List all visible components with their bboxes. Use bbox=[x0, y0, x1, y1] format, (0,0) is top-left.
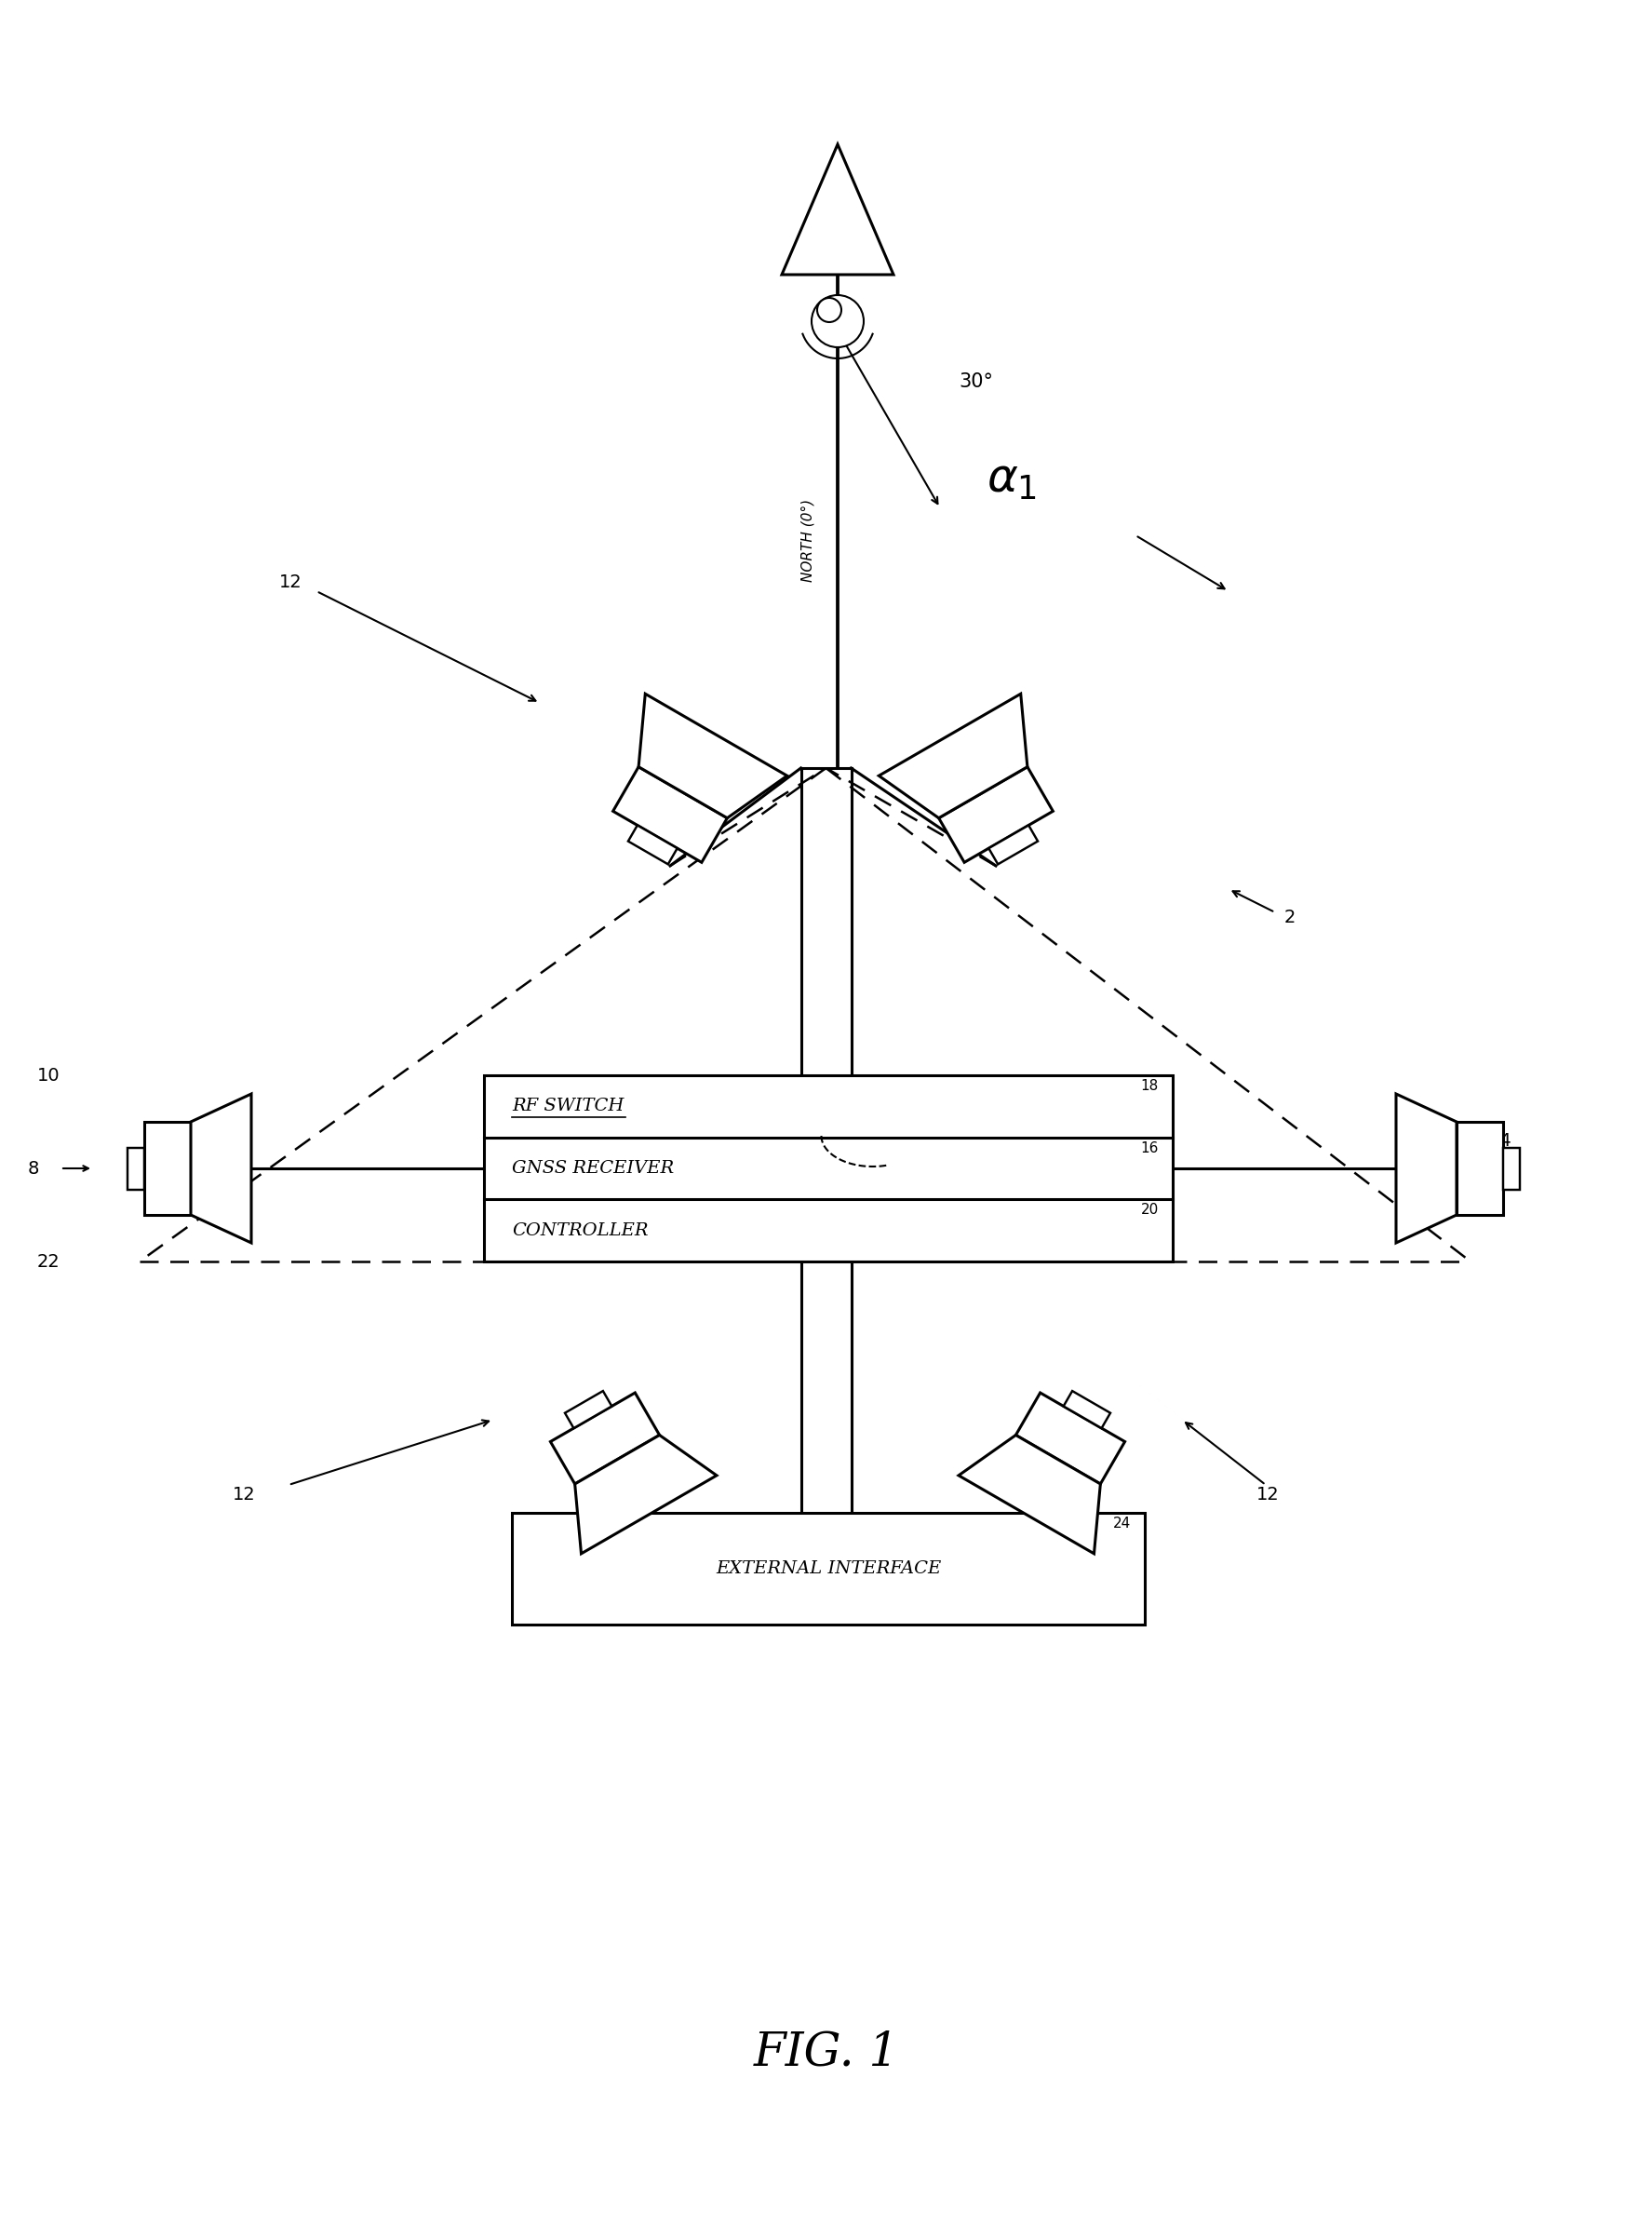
Text: GNSS RECEIVER: GNSS RECEIVER bbox=[512, 1160, 674, 1178]
Polygon shape bbox=[958, 1435, 1100, 1554]
Polygon shape bbox=[879, 694, 1028, 817]
Circle shape bbox=[818, 298, 841, 322]
Text: 14: 14 bbox=[1488, 1131, 1512, 1149]
Text: 22: 22 bbox=[38, 1252, 59, 1270]
Text: EXTERNAL INTERFACE: EXTERNAL INTERFACE bbox=[715, 1561, 942, 1576]
Text: 12: 12 bbox=[233, 1484, 256, 1502]
Text: RF SWITCH: RF SWITCH bbox=[512, 1097, 624, 1115]
Text: NORTH (0°): NORTH (0°) bbox=[801, 499, 814, 582]
Text: 12: 12 bbox=[279, 573, 302, 591]
Polygon shape bbox=[1016, 1393, 1125, 1484]
Circle shape bbox=[811, 296, 864, 347]
Polygon shape bbox=[127, 1146, 144, 1189]
Polygon shape bbox=[1457, 1122, 1503, 1216]
Text: 30°: 30° bbox=[958, 372, 993, 392]
Text: 8: 8 bbox=[28, 1160, 40, 1178]
Text: 16: 16 bbox=[1140, 1142, 1158, 1155]
Text: 20: 20 bbox=[1142, 1202, 1158, 1218]
Polygon shape bbox=[938, 766, 1052, 862]
Text: $\alpha_1$: $\alpha_1$ bbox=[986, 457, 1037, 502]
Polygon shape bbox=[988, 826, 1037, 864]
Text: 4: 4 bbox=[919, 1131, 932, 1151]
Polygon shape bbox=[550, 1393, 659, 1484]
Polygon shape bbox=[628, 826, 677, 864]
Text: 18: 18 bbox=[1142, 1079, 1158, 1093]
Polygon shape bbox=[639, 694, 786, 817]
Text: 24: 24 bbox=[1113, 1516, 1132, 1531]
Polygon shape bbox=[1396, 1095, 1457, 1243]
Text: 2: 2 bbox=[1284, 909, 1295, 927]
Bar bbox=[512, 1514, 1145, 1626]
Polygon shape bbox=[575, 1435, 717, 1554]
Polygon shape bbox=[613, 766, 727, 862]
Text: 12: 12 bbox=[1257, 1484, 1280, 1502]
Polygon shape bbox=[144, 1122, 190, 1216]
Polygon shape bbox=[781, 143, 894, 275]
Text: 10: 10 bbox=[38, 1066, 59, 1084]
Text: CONTROLLER: CONTROLLER bbox=[512, 1222, 648, 1238]
Polygon shape bbox=[1503, 1146, 1520, 1189]
Polygon shape bbox=[565, 1390, 611, 1428]
Polygon shape bbox=[1064, 1390, 1110, 1428]
Bar bbox=[484, 1075, 1173, 1261]
Text: FIG. 1: FIG. 1 bbox=[753, 2031, 899, 2076]
Polygon shape bbox=[190, 1095, 251, 1243]
